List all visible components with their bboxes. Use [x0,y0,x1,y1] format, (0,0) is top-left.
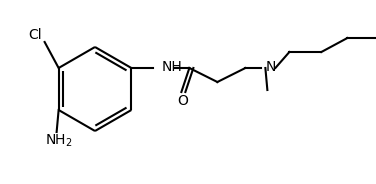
Text: NH$_2$: NH$_2$ [45,133,73,149]
Text: NH: NH [161,60,182,74]
Text: O: O [177,94,188,108]
Text: N: N [265,60,276,74]
Text: Cl: Cl [28,28,41,42]
